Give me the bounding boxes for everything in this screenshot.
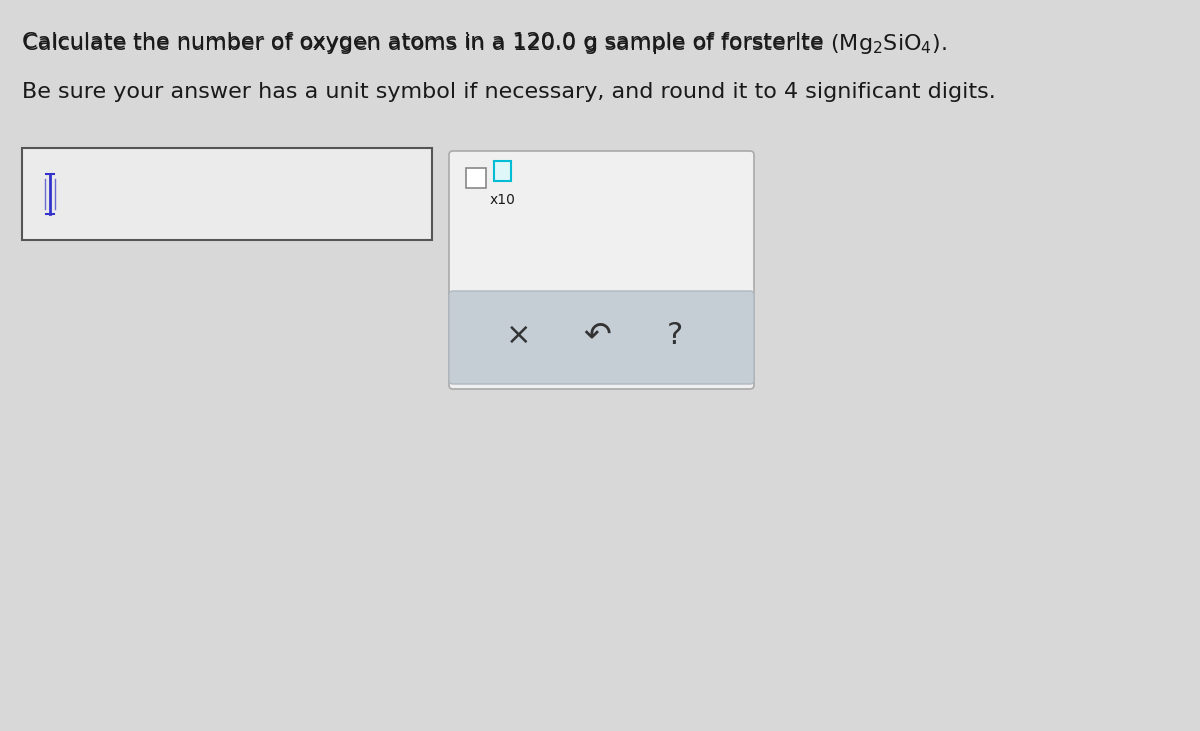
FancyBboxPatch shape: [449, 151, 754, 389]
Text: ↶: ↶: [583, 319, 611, 352]
Text: ?: ?: [667, 320, 683, 349]
Text: Be sure your answer has a unit symbol if necessary, and round it to 4 significan: Be sure your answer has a unit symbol if…: [22, 82, 996, 102]
Text: ×: ×: [506, 320, 532, 349]
Text: Calculate the number of oxygen atoms in a 120.0 g sample of forsterite $\mathrm{: Calculate the number of oxygen atoms in …: [22, 32, 947, 56]
Bar: [22, 148, 432, 240]
Bar: [466, 168, 486, 188]
Text: x10: x10: [490, 193, 516, 207]
FancyBboxPatch shape: [449, 291, 754, 384]
Bar: [494, 161, 511, 181]
Text: Calculate the number of oxygen atoms in a 120.0 g sample of forsterite: Calculate the number of oxygen atoms in …: [22, 32, 830, 52]
